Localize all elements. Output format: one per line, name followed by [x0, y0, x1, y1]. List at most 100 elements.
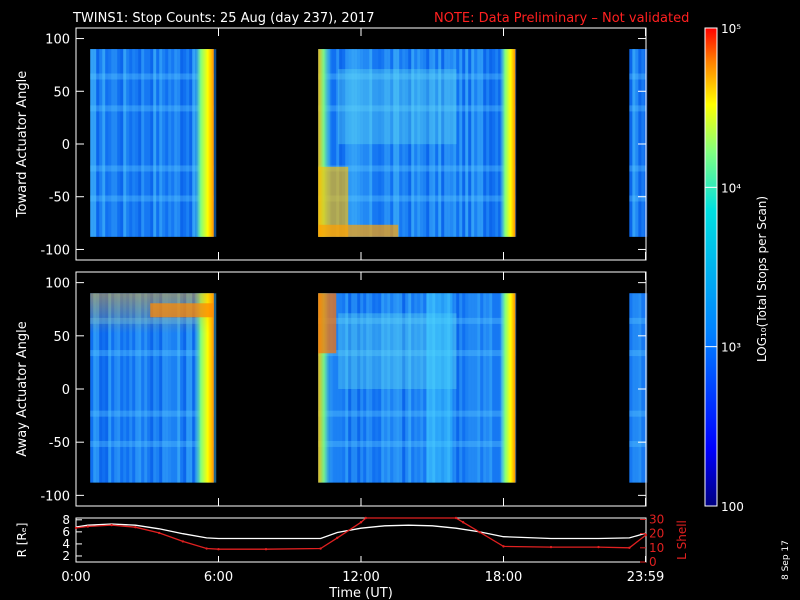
y-tick-label: 2 — [62, 549, 70, 563]
data-stripe — [390, 49, 394, 237]
data-stripe — [441, 49, 445, 237]
lshell-point — [461, 521, 465, 524]
data-stripe — [120, 49, 124, 237]
data-stripe — [348, 49, 352, 237]
data-stripe — [135, 293, 139, 483]
data-stripe — [102, 49, 106, 237]
lshell-point — [319, 547, 322, 550]
data-stripe — [129, 49, 133, 237]
data-stripe — [357, 293, 361, 483]
lshell-point — [502, 545, 505, 548]
lshell-point — [86, 525, 90, 528]
data-band — [90, 350, 214, 357]
data-stripe — [489, 49, 493, 237]
data-stripe — [417, 49, 421, 237]
lshell-point — [217, 548, 220, 551]
data-block — [629, 49, 648, 237]
data-stripe — [135, 49, 139, 237]
data-stripe — [483, 49, 487, 237]
y-axis-label: Away Actuator Angle — [15, 321, 30, 456]
data-stripe — [420, 293, 424, 483]
data-stripe — [165, 293, 169, 483]
y-tick-label: 0 — [62, 383, 70, 398]
data-stripe — [384, 293, 388, 483]
data-stripe — [156, 293, 160, 483]
data-stripe — [492, 293, 496, 483]
y-tick-label: 8 — [62, 513, 70, 527]
data-stripe — [405, 293, 409, 483]
data-stripe — [93, 293, 97, 483]
data-stripe — [177, 49, 181, 237]
data-stripe — [462, 49, 466, 237]
data-stripe — [399, 293, 403, 483]
data-stripe — [477, 49, 481, 237]
data-stripe — [447, 49, 451, 237]
lshell-point — [181, 540, 185, 543]
data-stripe — [168, 293, 172, 483]
data-stripe — [486, 49, 490, 237]
data-band — [318, 317, 516, 324]
data-stripe — [117, 49, 121, 237]
colorbar-tick-label: 10⁵ — [721, 22, 741, 36]
data-stripe — [471, 49, 475, 237]
data-stripe — [435, 49, 439, 237]
data-stripe — [629, 293, 633, 483]
y-tick-label: -100 — [40, 243, 70, 258]
data-stripe — [495, 49, 499, 237]
data-stripe — [363, 293, 367, 483]
y-tick-label-right: 0 — [649, 555, 657, 569]
data-stripe — [90, 49, 94, 237]
data-stripe — [126, 49, 130, 237]
y-tick-label: 0 — [62, 138, 70, 153]
data-stripe — [414, 293, 418, 483]
data-stripe — [629, 49, 633, 237]
data-stripe — [387, 293, 391, 483]
data-stripe — [183, 293, 187, 483]
lshell-point — [644, 533, 648, 537]
data-stripe — [333, 293, 337, 483]
data-stripe — [171, 293, 175, 483]
data-stripe — [423, 293, 427, 483]
data-stripe — [186, 49, 190, 237]
y-tick-label: 100 — [45, 277, 70, 292]
data-block-edge — [499, 293, 516, 483]
data-stripe — [396, 49, 400, 237]
data-stripe — [213, 293, 217, 483]
data-stripe — [336, 293, 340, 483]
data-stripe — [641, 293, 645, 483]
heatmap-panel-away: 100 50 0 -50 -100 Away Actuator Angle — [15, 271, 648, 507]
data-stripe — [354, 293, 358, 483]
hot-corner — [318, 224, 399, 237]
data-stripe — [171, 49, 175, 237]
data-stripe — [423, 49, 427, 237]
colorbar: 10⁵ 10⁴ 10³ 100 LOG₁₀(Total Stops per Scan) — [704, 22, 769, 514]
chart-title: TWINS1: Stop Counts: 25 Aug (day 237), 2… — [72, 11, 375, 26]
data-band — [629, 73, 646, 80]
data-stripe — [96, 49, 100, 237]
data-stripe — [114, 293, 118, 483]
data-stripe — [114, 49, 118, 237]
data-band — [629, 410, 646, 417]
data-stripe — [189, 49, 193, 237]
data-highlight — [338, 69, 457, 145]
data-stripe — [357, 49, 361, 237]
data-stripe — [156, 49, 160, 237]
data-stripe — [360, 49, 364, 237]
data-stripe — [99, 49, 103, 237]
lshell-point — [110, 523, 113, 527]
y-tick-label: 4 — [62, 537, 70, 551]
data-block-edge — [499, 49, 516, 237]
y-tick-label: 100 — [45, 33, 70, 48]
data-stripe — [399, 49, 403, 237]
preliminary-note: NOTE: Data Preliminary – Not validated — [434, 11, 689, 26]
data-stripe — [381, 49, 385, 237]
y-tick-label: 50 — [53, 330, 70, 345]
data-stripe — [468, 49, 472, 237]
data-stripe — [345, 293, 349, 483]
data-stripe — [369, 293, 373, 483]
data-stripe — [492, 49, 496, 237]
lshell-point — [157, 531, 161, 535]
data-stripe — [339, 293, 343, 483]
data-stripe — [342, 49, 346, 237]
